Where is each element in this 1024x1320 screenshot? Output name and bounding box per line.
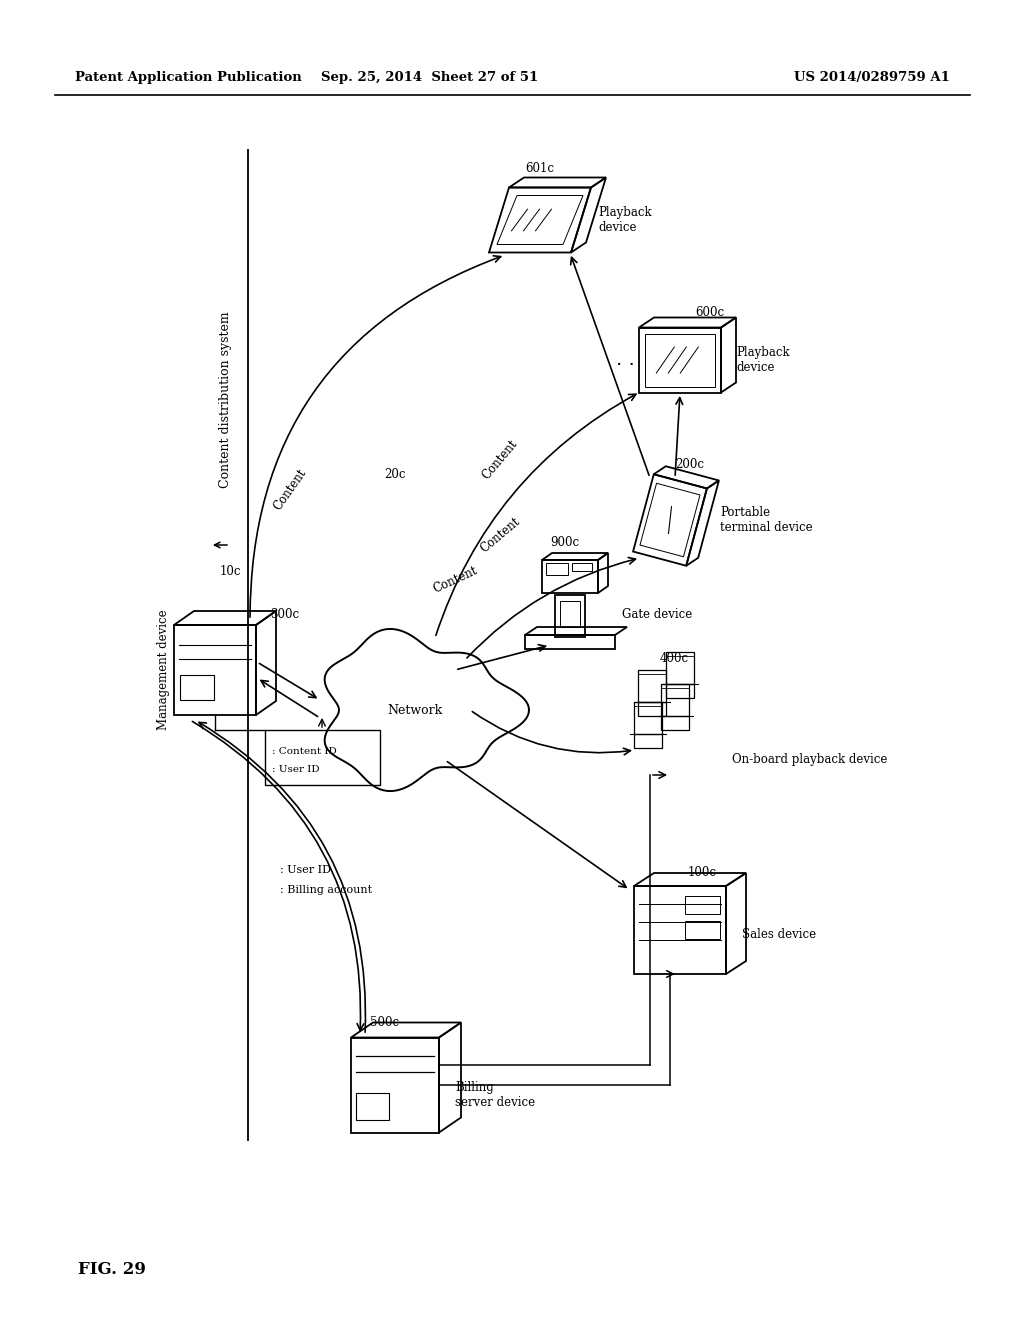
Text: 900c: 900c [550, 536, 580, 549]
Text: Network: Network [387, 704, 442, 717]
Bar [634, 886, 726, 974]
Text: Management device: Management device [157, 610, 170, 730]
Text: Gate device: Gate device [622, 609, 692, 622]
Bar [645, 334, 715, 387]
Text: 601c: 601c [525, 161, 554, 174]
Bar [666, 652, 694, 684]
Text: Playback
device: Playback device [736, 346, 790, 374]
Bar [180, 675, 214, 700]
Bar [634, 702, 662, 734]
Text: 200c: 200c [675, 458, 705, 471]
Text: 400c: 400c [660, 652, 689, 664]
Text: Billing
server device: Billing server device [455, 1081, 536, 1109]
Bar [546, 564, 568, 576]
Text: . .: . . [615, 351, 635, 370]
Text: Content distribution system: Content distribution system [218, 312, 231, 488]
Text: 500c: 500c [370, 1016, 399, 1030]
Bar [638, 671, 666, 702]
Text: Portable
terminal device: Portable terminal device [720, 506, 813, 535]
Text: 100c: 100c [688, 866, 717, 879]
Text: Content: Content [271, 467, 309, 513]
Bar [662, 684, 689, 715]
Text: : Content ID: : Content ID [272, 747, 337, 756]
Bar [634, 734, 662, 748]
Bar [638, 702, 666, 715]
Text: : User ID: : User ID [280, 865, 331, 875]
Text: 600c: 600c [695, 305, 724, 318]
Text: Content: Content [480, 438, 520, 482]
Bar [666, 684, 694, 698]
Text: FIG. 29: FIG. 29 [78, 1262, 145, 1279]
Text: : Billing account: : Billing account [280, 884, 372, 895]
Text: Sales device: Sales device [742, 928, 816, 941]
Bar [555, 595, 585, 638]
Bar [639, 327, 721, 392]
Text: Sep. 25, 2014  Sheet 27 of 51: Sep. 25, 2014 Sheet 27 of 51 [322, 71, 539, 84]
Text: 10c: 10c [219, 565, 241, 578]
Bar [525, 635, 615, 649]
Text: Content: Content [431, 564, 479, 595]
Bar [685, 896, 720, 913]
Text: On-board playback device: On-board playback device [732, 754, 888, 767]
Text: Content: Content [477, 515, 522, 556]
Text: Playback
device: Playback device [598, 206, 651, 234]
Text: 20c: 20c [384, 469, 406, 482]
Bar [356, 1093, 389, 1119]
Bar [560, 601, 580, 627]
Bar [542, 560, 598, 593]
Text: Patent Application Publication: Patent Application Publication [75, 71, 302, 84]
Bar [685, 921, 720, 939]
Bar [265, 730, 380, 785]
Bar [351, 1038, 439, 1133]
Bar [174, 624, 256, 715]
Text: US 2014/0289759 A1: US 2014/0289759 A1 [795, 71, 950, 84]
Bar [572, 564, 592, 572]
Text: 300c: 300c [270, 609, 299, 622]
Text: : User ID: : User ID [272, 764, 319, 774]
Bar [662, 715, 689, 730]
